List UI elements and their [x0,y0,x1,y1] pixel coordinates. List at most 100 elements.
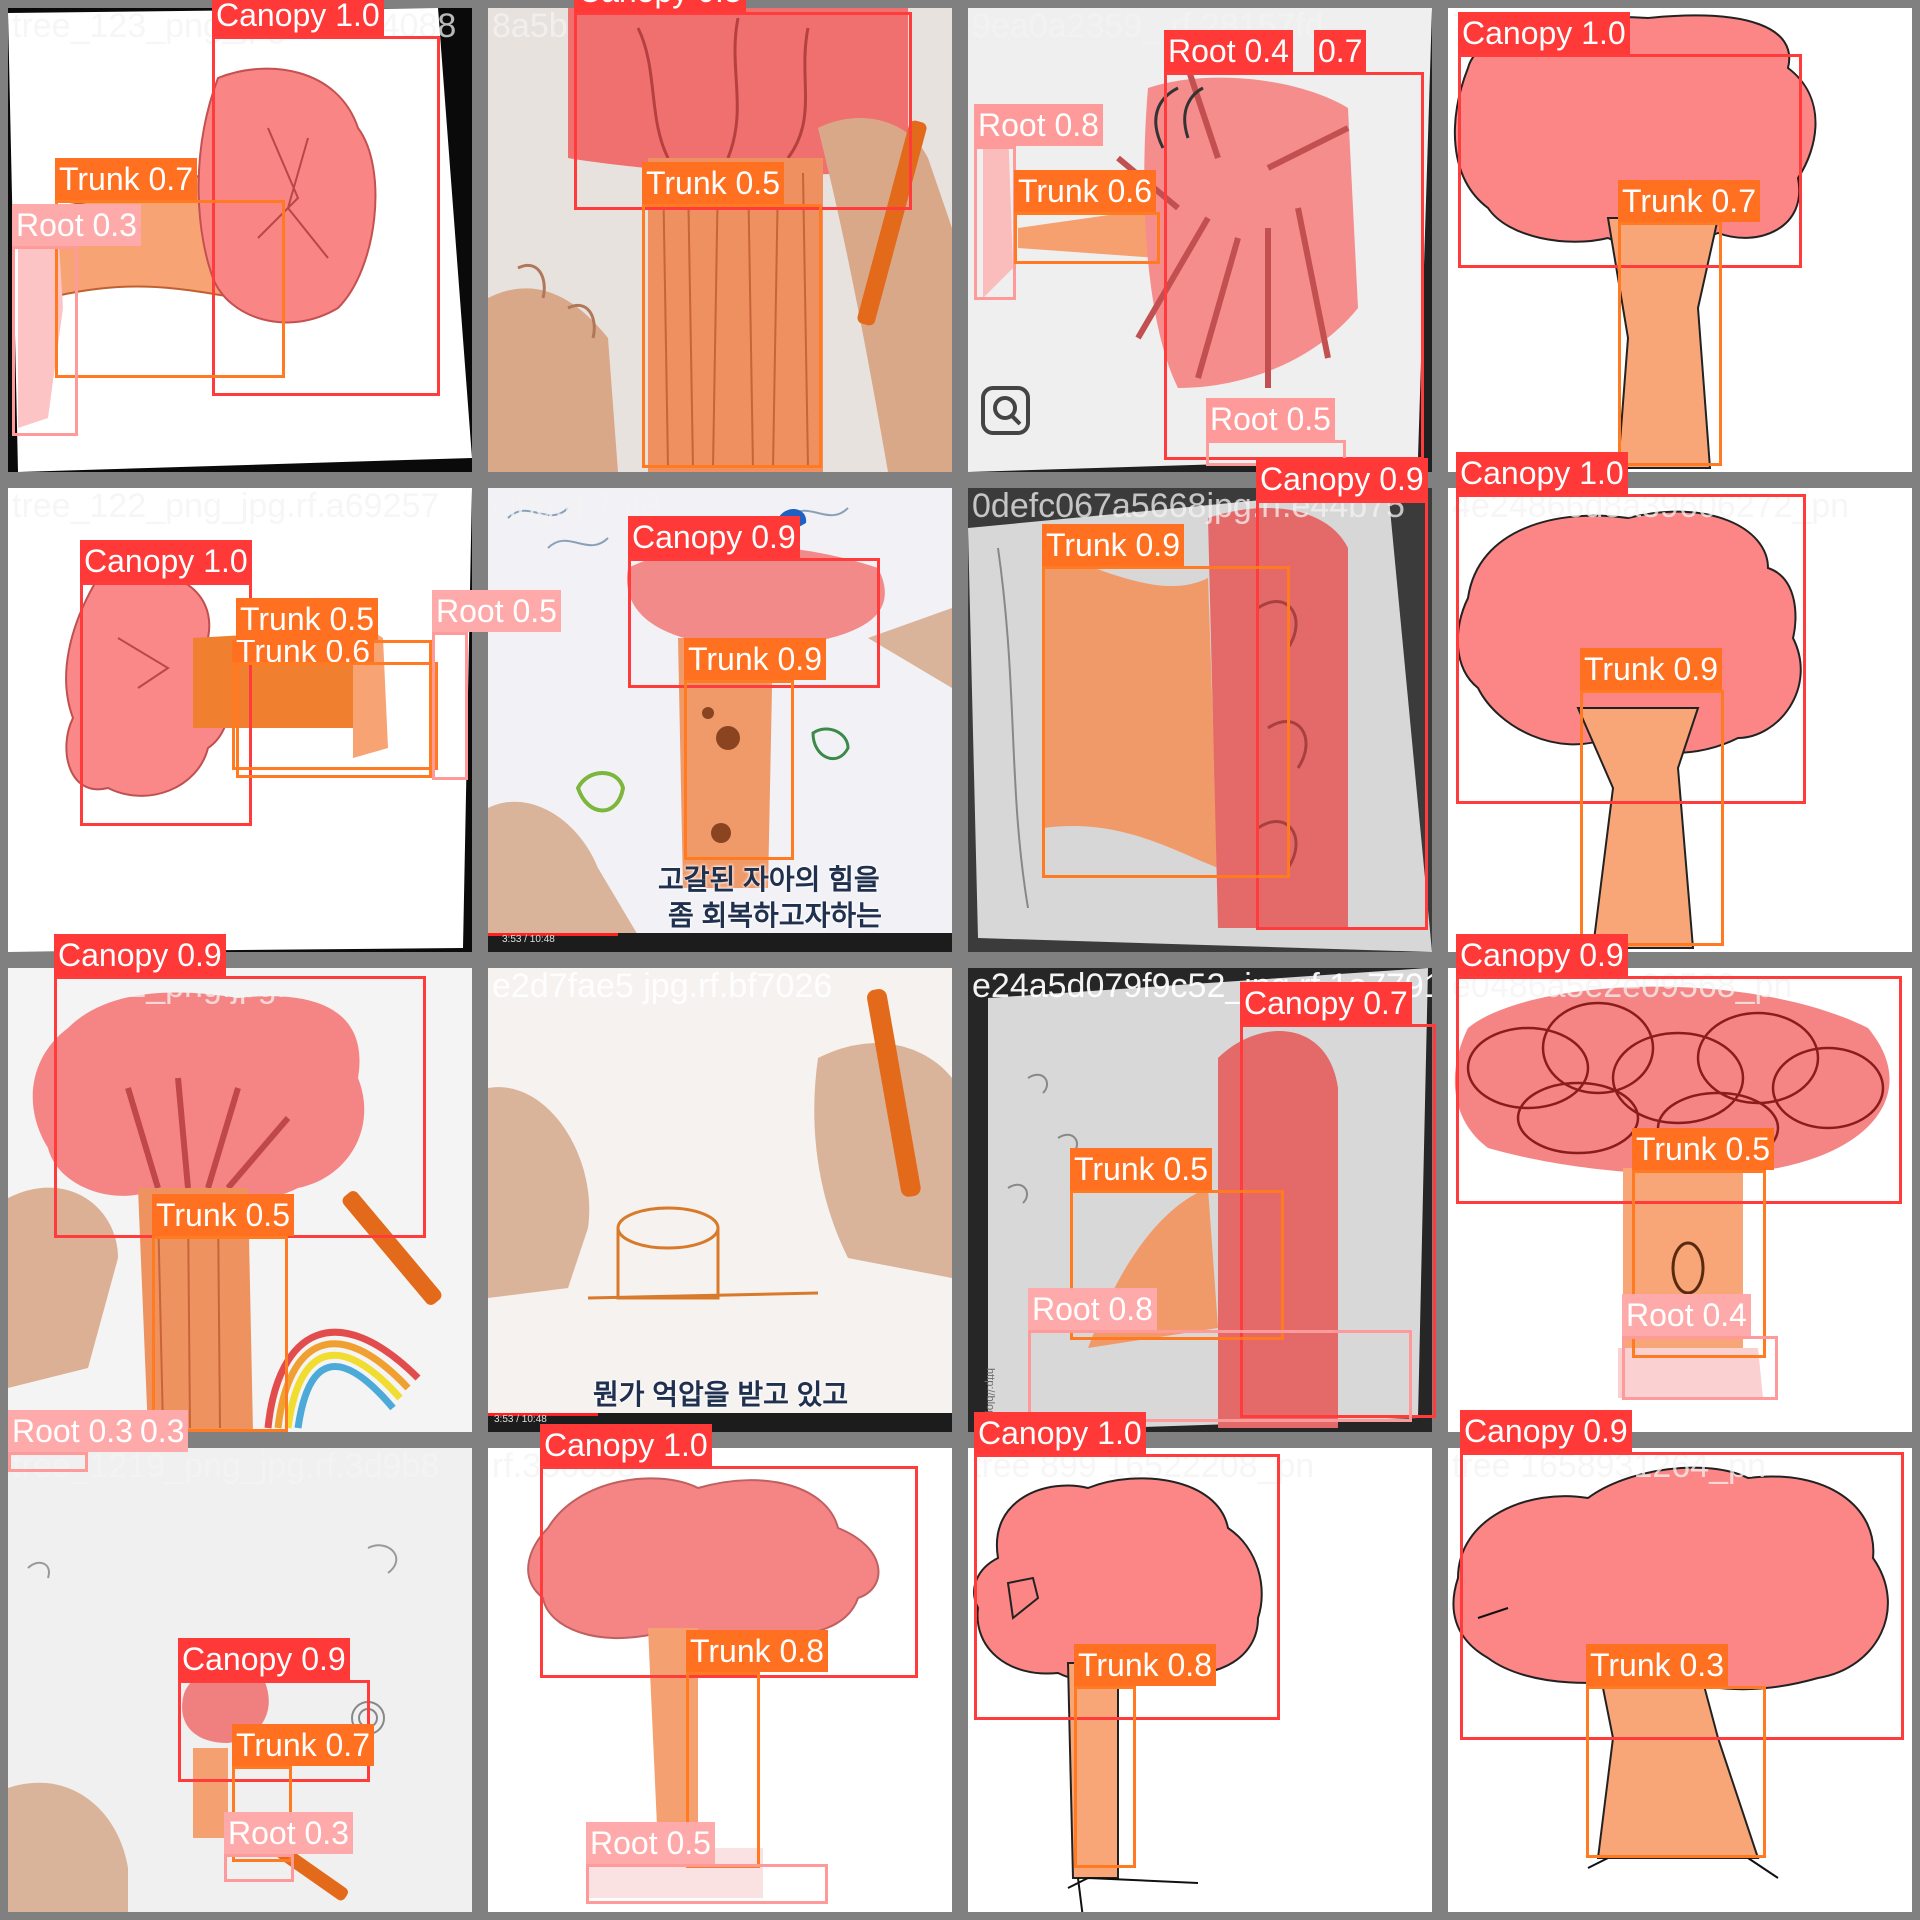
bbox [232,662,438,770]
bbox [586,1864,828,1904]
detection-box: Canopy 0.8 [574,0,912,210]
detection-label: Trunk 0.5 [1632,1128,1774,1170]
detection-box: Trunk 0.5 [1070,1148,1284,1340]
detection-box: Canopy 0.9 [1256,458,1428,930]
detection-box: Trunk 0.7 [1618,180,1760,466]
detection-label: Trunk 0.6 [1014,170,1156,212]
detection-box: Canopy 1.0 [1458,12,1802,268]
detection-label: Root 0.3 [12,204,141,246]
bbox [1028,1330,1412,1422]
bbox [974,146,1016,300]
bbox [1456,494,1806,804]
detection-label: Trunk 0.9 [684,638,826,680]
detection-box: Trunk 0.9 [1042,524,1290,878]
detection-label: Trunk 0.6 [232,640,374,662]
detection-box: Canopy 0.9 [628,516,880,688]
bbox [136,1452,196,1462]
bbox [574,12,912,210]
bbox [1042,566,1290,878]
detection-label: Canopy 1.0 [212,0,384,36]
detection-label: Root 0.5 [586,1822,715,1864]
detection-label: Root 0.8 [974,104,1103,146]
detection-box: Root 0.4 [1622,1294,1778,1400]
detection-label: Trunk 0.3 [1586,1644,1728,1686]
detection-box: Root 0.3 [12,204,141,436]
bbox [642,204,822,468]
detection-label: Root 0.5 [432,590,561,632]
detection-label: Canopy 1.0 [1458,12,1630,54]
bbox [628,558,880,688]
bbox [974,1454,1280,1720]
detection-label: Canopy 0.9 [178,1638,350,1680]
detection-box: Root 0.8 [974,104,1103,300]
tile-9-caption: 뭔가 억압을 받고 있고 [593,1379,849,1410]
detection-label: Root 0.8 [1028,1288,1157,1330]
bbox [684,680,794,860]
detection-box: Canopy 1.0 [212,0,440,396]
detection-label: Canopy 0.9 [54,934,226,976]
detection-box: Canopy 1.0 [974,1412,1280,1720]
detection-label: Canopy 0.9 [1256,458,1428,500]
detection-label: Trunk 0.7 [1618,180,1760,222]
tile-8-photo [8,968,472,1432]
detection-box: Root 0.5 [586,1822,828,1904]
tile-5-video-time: 3:53 / 10:48 [502,934,555,945]
detection-box: Trunk 0.3 [1586,1644,1766,1858]
detection-label: Trunk 0.9 [1042,524,1184,566]
bbox [1164,72,1304,82]
detection-box: Canopy 0.7 [1240,982,1436,1418]
bbox [12,246,78,436]
tile-9-video-time: 3:53 / 10:48 [494,1414,547,1425]
detection-box: Canopy 0.9 [54,934,426,1238]
detection-box: Trunk 0.5 [642,162,822,468]
detection-box: Root 0.5 [1206,398,1346,466]
detection-label: Root 0.3 [224,1812,353,1854]
detection-label: Trunk 0.5 [642,162,784,204]
detection-label: Canopy 1.0 [80,540,252,582]
detection-label: Root 0.4 [1622,1294,1751,1336]
bbox [224,1854,294,1882]
bbox [1618,222,1722,466]
detection-box: Trunk 0.8 [686,1630,828,1868]
detection-box: Trunk 0.6 [232,640,438,770]
bbox [1014,212,1160,264]
detection-box: Canopy 1.0 [80,540,252,826]
bbox [1632,1170,1766,1358]
detection-box: Trunk 0.5 [152,1194,294,1432]
detection-box: Trunk 0.5 [1632,1128,1774,1358]
bbox [1580,690,1724,946]
bbox [1256,500,1428,930]
detection-label: Trunk 0.8 [1074,1644,1216,1686]
tile-13-photo [488,1448,952,1912]
tile-5-caption-line-1: 고갈된 자아의 힘을 [658,864,880,895]
detection-label: Trunk 0.5 [152,1194,294,1236]
tile-10-photo [968,968,1432,1432]
detection-box: Trunk 0.6 [1014,170,1160,264]
bbox [1070,1190,1284,1340]
bbox [8,1452,88,1472]
detection-label: Root 0.3 [8,1410,137,1452]
detection-label: 0.3 [136,1410,189,1452]
bbox [212,36,440,396]
detection-label: Canopy 0.7 [1240,982,1412,1024]
detection-box: Canopy 0.9 [1460,1410,1904,1740]
tile-8: tree_122_png.jpg.rf.235f26 [8,968,472,1432]
detection-label: Trunk 0.9 [1580,648,1722,690]
detection-box: Trunk 0.7 [55,158,285,378]
bbox [55,200,285,378]
detection-label: Trunk 0.5 [236,598,378,640]
bbox [1074,1686,1136,1868]
detection-label: Canopy 1.0 [1456,452,1628,494]
detection-label: Canopy 1.0 [974,1412,1146,1454]
detection-label: Trunk 0.7 [55,158,197,200]
bbox [432,632,468,780]
bbox [540,1466,918,1678]
detection-label: Trunk 0.5 [1070,1148,1212,1190]
detection-box: Trunk 0.8 [1074,1644,1216,1868]
detection-box: Canopy 0.9 [1456,934,1902,1204]
bbox [1458,54,1802,268]
detection-box: Root 0.4 [1164,30,1304,82]
bbox [1240,1024,1436,1418]
